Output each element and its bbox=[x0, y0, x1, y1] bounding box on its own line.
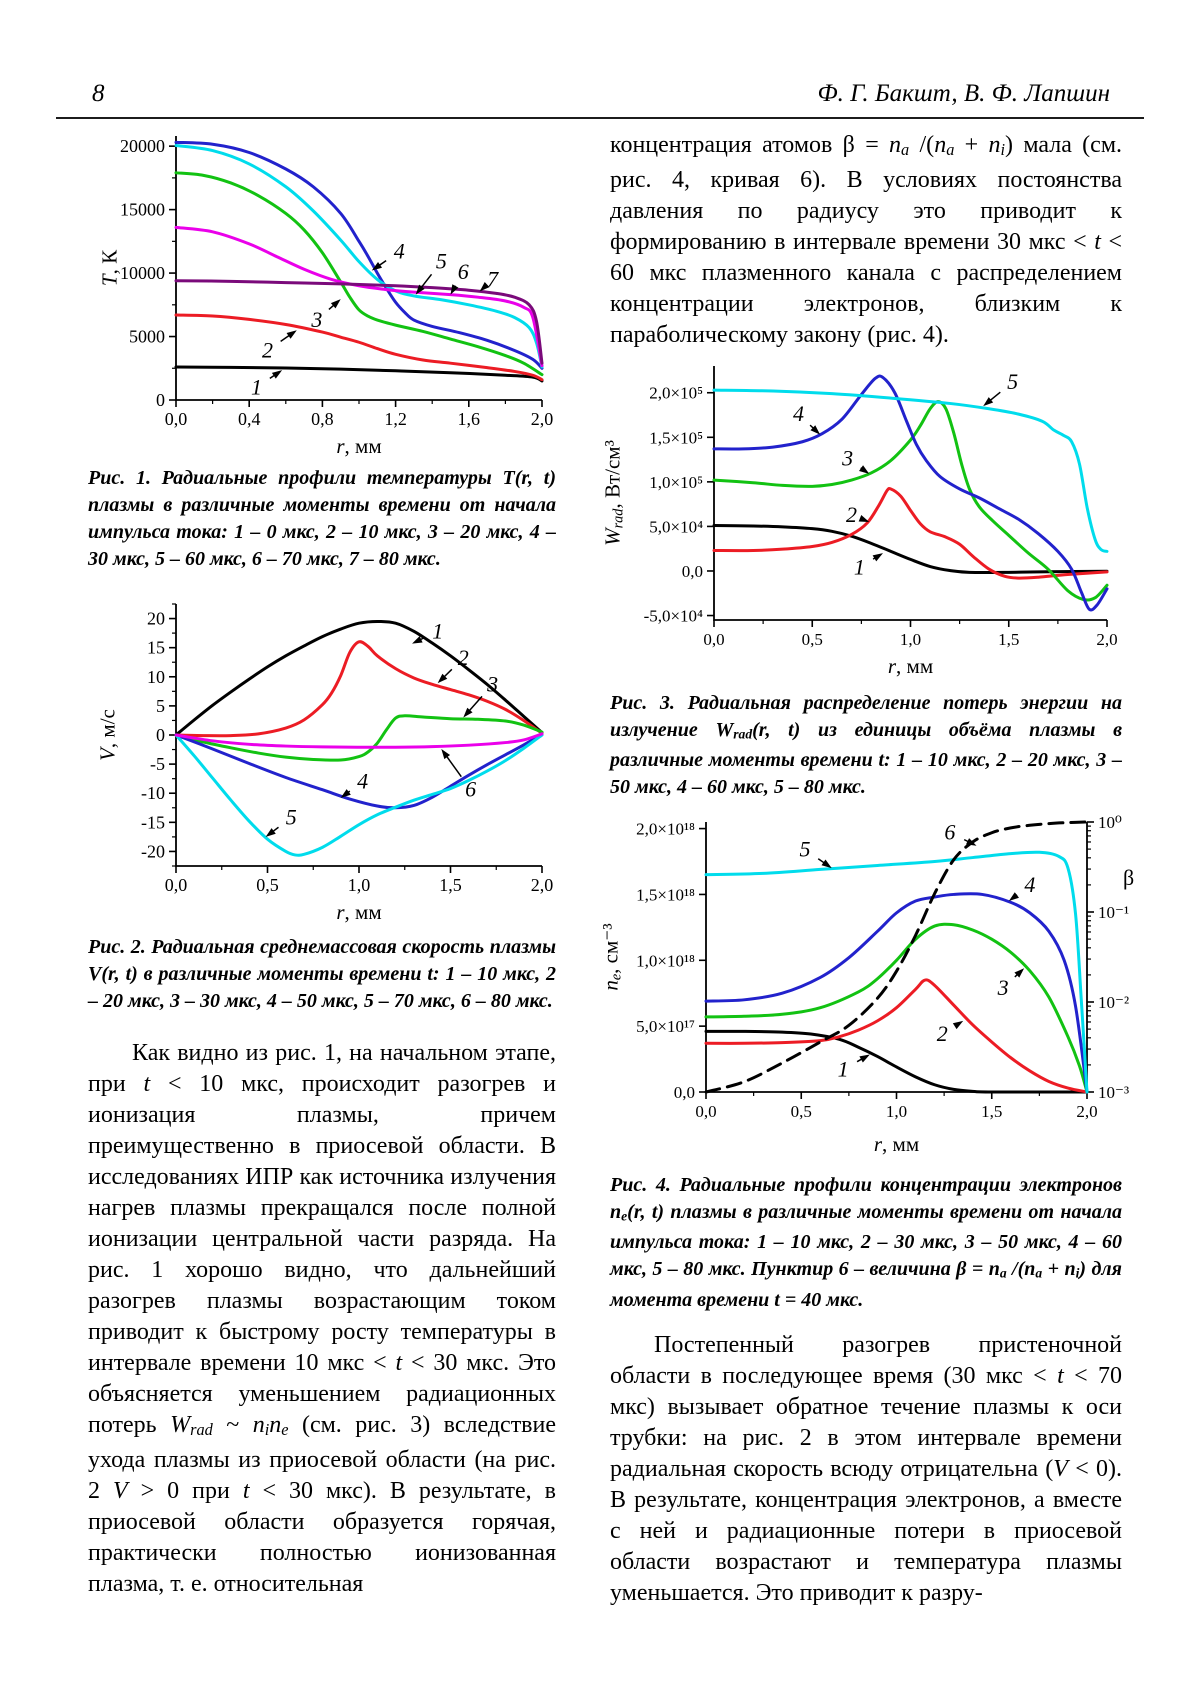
figure-3-caption: Рис. 3. Радиальная распределение потерь … bbox=[610, 692, 1122, 799]
svg-text:-5,0×10⁴: -5,0×10⁴ bbox=[644, 607, 703, 626]
svg-text:5: 5 bbox=[1007, 369, 1018, 394]
x-axis-label: r, мм bbox=[336, 434, 382, 458]
svg-text:1: 1 bbox=[854, 554, 865, 579]
svg-text:5000: 5000 bbox=[129, 327, 165, 347]
svg-text:1,6: 1,6 bbox=[458, 409, 481, 429]
svg-text:1,5: 1,5 bbox=[981, 1102, 1002, 1121]
body-paragraph-left: Как видно из рис. 1, на начальном этапе,… bbox=[88, 1040, 557, 1597]
svg-text:4: 4 bbox=[394, 239, 405, 264]
svg-text:2,0: 2,0 bbox=[1096, 630, 1117, 649]
figure-4-caption: Рис. 4. Радиальные профили концентрации … bbox=[610, 1174, 1122, 1311]
svg-text:-5: -5 bbox=[150, 754, 165, 774]
header-authors: Ф. Г. Бакшт, В. Ф. Лапшин bbox=[817, 80, 1110, 107]
svg-text:1,5×10¹⁸: 1,5×10¹⁸ bbox=[636, 885, 695, 904]
page-number: 8 bbox=[92, 80, 105, 107]
svg-text:10: 10 bbox=[147, 667, 165, 687]
svg-text:0,4: 0,4 bbox=[238, 409, 261, 429]
svg-text:2: 2 bbox=[846, 502, 857, 527]
svg-text:10⁰: 10⁰ bbox=[1098, 813, 1122, 832]
figure-4-chart: 0,0 0,5 1,0 1,5 2,0 0,0 5,0×10¹⁷ 1,0×10¹⁸ 1,5×10… bbox=[598, 808, 1165, 1160]
svg-text:0,0: 0,0 bbox=[682, 562, 703, 581]
svg-text:0,5: 0,5 bbox=[802, 630, 823, 649]
figure-2-caption: Рис. 2. Радиальная среднемассовая скорос… bbox=[88, 936, 556, 1012]
x-axis-label: r, мм bbox=[887, 654, 934, 678]
body-paragraph-right-top: концентрация атомов β = na /(na + ni) ма… bbox=[610, 132, 1123, 348]
svg-text:0,0: 0,0 bbox=[674, 1083, 695, 1102]
svg-text:2: 2 bbox=[937, 1021, 948, 1046]
svg-text:0: 0 bbox=[156, 390, 165, 410]
header-rule bbox=[56, 117, 1144, 119]
svg-text:5: 5 bbox=[156, 696, 165, 716]
svg-text:4: 4 bbox=[793, 401, 804, 426]
svg-text:4: 4 bbox=[1024, 872, 1035, 897]
svg-text:1,5: 1,5 bbox=[998, 630, 1019, 649]
svg-text:1: 1 bbox=[432, 618, 443, 643]
svg-text:0,5: 0,5 bbox=[256, 875, 279, 895]
y-axis-label: V, м/с bbox=[95, 709, 120, 761]
svg-text:1,2: 1,2 bbox=[384, 409, 407, 429]
svg-text:2,0×10⁵: 2,0×10⁵ bbox=[649, 384, 703, 403]
svg-text:0,8: 0,8 bbox=[311, 409, 334, 429]
body-paragraph-right-bottom: Постепенный разогрев пристеночной област… bbox=[610, 1332, 1122, 1606]
svg-text:-15: -15 bbox=[141, 812, 165, 832]
svg-text:2,0: 2,0 bbox=[1076, 1102, 1097, 1121]
y-axis-label: ne, см⁻³ bbox=[598, 923, 625, 991]
svg-text:5: 5 bbox=[436, 249, 447, 274]
figure-1-caption: Рис. 1. Радиальные профили температуры T… bbox=[88, 467, 556, 570]
svg-text:0,0: 0,0 bbox=[703, 630, 724, 649]
x-axis-label: r, мм bbox=[336, 900, 382, 924]
svg-text:15000: 15000 bbox=[120, 200, 165, 220]
svg-text:5: 5 bbox=[800, 837, 811, 862]
svg-text:7: 7 bbox=[487, 266, 499, 291]
svg-text:20: 20 bbox=[147, 609, 165, 629]
svg-text:1,0: 1,0 bbox=[348, 875, 371, 895]
svg-text:-10: -10 bbox=[141, 783, 165, 803]
svg-text:5,0×10¹⁷: 5,0×10¹⁷ bbox=[636, 1017, 695, 1036]
svg-text:2: 2 bbox=[458, 645, 469, 670]
svg-text:-20: -20 bbox=[141, 841, 165, 861]
svg-text:2,0: 2,0 bbox=[531, 875, 554, 895]
svg-text:3: 3 bbox=[310, 307, 322, 332]
svg-text:10⁻¹: 10⁻¹ bbox=[1098, 903, 1129, 922]
svg-text:20000: 20000 bbox=[120, 136, 165, 156]
svg-text:2: 2 bbox=[262, 338, 273, 363]
svg-text:6: 6 bbox=[458, 259, 469, 284]
svg-text:1,5: 1,5 bbox=[439, 875, 462, 895]
svg-text:5,0×10⁴: 5,0×10⁴ bbox=[649, 517, 703, 536]
svg-text:4: 4 bbox=[357, 769, 368, 794]
svg-text:5: 5 bbox=[286, 805, 297, 830]
svg-text:15: 15 bbox=[147, 638, 165, 658]
figure-2-chart: 0,0 0,5 1,0 1,5 2,0 -20 -15 -10 -5 0 5 10 15 20 1 2 3 4 5 6… bbox=[86, 592, 558, 928]
svg-text:1,0×10⁵: 1,0×10⁵ bbox=[649, 473, 703, 492]
svg-text:10⁻³: 10⁻³ bbox=[1098, 1083, 1129, 1102]
svg-text:0,0: 0,0 bbox=[165, 409, 188, 429]
y-axis-label: Wrad, Вт/см³ bbox=[600, 440, 627, 546]
figure-3-chart: 0,0 0,5 1,0 1,5 2,0 -5,0×10⁴ 0,0 5,0×10⁴ 1,0×10⁵… bbox=[600, 350, 1125, 682]
y-axis-label: T, К bbox=[97, 249, 122, 287]
svg-text:1,0: 1,0 bbox=[900, 630, 921, 649]
svg-text:10000: 10000 bbox=[120, 263, 165, 283]
svg-text:1,0: 1,0 bbox=[886, 1102, 907, 1121]
svg-text:1,0×10¹⁸: 1,0×10¹⁸ bbox=[636, 951, 695, 970]
svg-text:1,5×10⁵: 1,5×10⁵ bbox=[649, 428, 703, 447]
svg-text:1: 1 bbox=[838, 1057, 849, 1082]
svg-text:6: 6 bbox=[465, 777, 476, 802]
svg-text:0,0: 0,0 bbox=[695, 1102, 716, 1121]
svg-text:1: 1 bbox=[251, 374, 262, 399]
svg-text:6: 6 bbox=[944, 820, 955, 845]
svg-text:3: 3 bbox=[997, 975, 1009, 1000]
svg-text:0,0: 0,0 bbox=[165, 875, 188, 895]
svg-text:0,5: 0,5 bbox=[791, 1102, 812, 1121]
svg-text:0: 0 bbox=[156, 725, 165, 745]
y2-axis-label: β bbox=[1123, 865, 1135, 891]
figure-1-chart: 0,0 0,4 0,8 1,2 1,6 2,0 0 5000 10000 15000 20000 1 2… bbox=[86, 126, 558, 462]
svg-text:3: 3 bbox=[841, 446, 853, 471]
svg-text:2,0: 2,0 bbox=[531, 409, 554, 429]
svg-text:2,0×10¹⁸: 2,0×10¹⁸ bbox=[636, 820, 695, 839]
svg-text:3: 3 bbox=[486, 671, 498, 696]
x-axis-label: r, мм bbox=[873, 1132, 920, 1156]
svg-text:10⁻²: 10⁻² bbox=[1098, 993, 1129, 1012]
